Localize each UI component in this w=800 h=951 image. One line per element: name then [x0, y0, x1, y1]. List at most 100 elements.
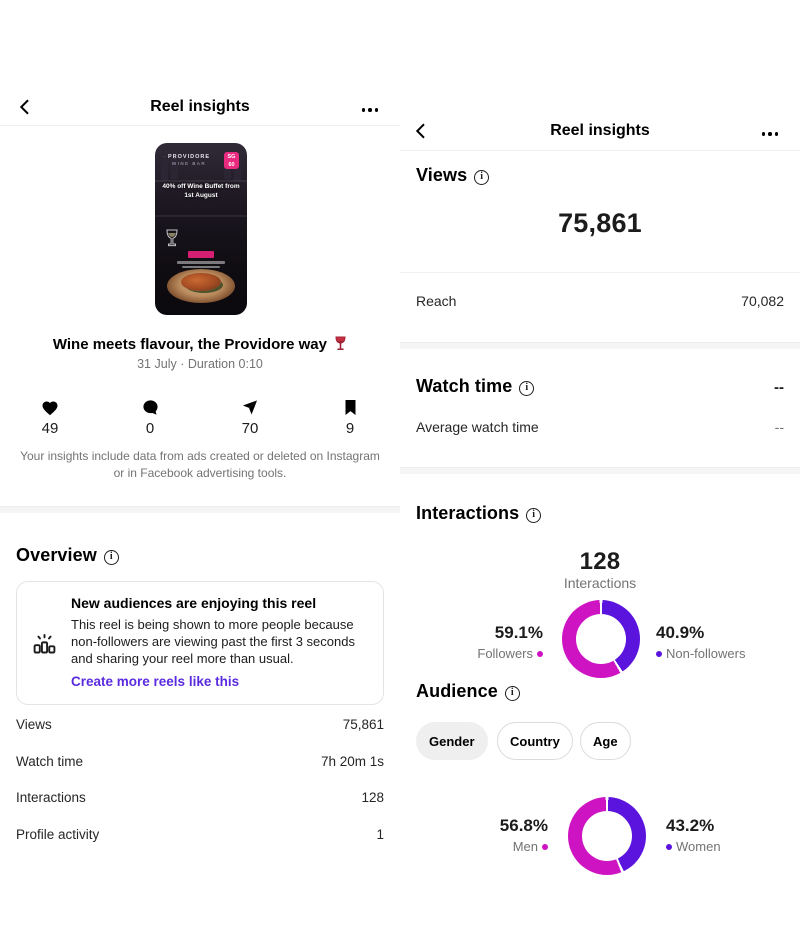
insight-card-title: New audiences are enjoying this reel	[71, 595, 317, 611]
back-button-left[interactable]	[12, 94, 38, 120]
bottle-decor	[224, 160, 231, 179]
non-followers-legend: 40.9% Non-followers	[656, 623, 745, 661]
gender-donut-chart	[568, 797, 646, 875]
shelf-decor	[155, 180, 247, 182]
average-watch-time-value: --	[774, 419, 784, 435]
women-legend: 43.2% Women	[666, 816, 721, 854]
overview-info-icon[interactable]	[103, 549, 119, 565]
create-more-reels-link[interactable]: Create more reels like this	[71, 674, 240, 690]
row-value: 7h 20m 1s	[320, 753, 384, 769]
share-icon	[242, 400, 258, 415]
page-title-right: Reel insights	[550, 122, 650, 139]
bookmark-icon	[345, 400, 355, 415]
cover-headline: 40% off Wine Buffet from 1st August	[162, 183, 240, 199]
tab-country[interactable]: Country	[497, 722, 573, 760]
overview-insight-card: New audiences are enjoying this reel Thi…	[16, 581, 384, 706]
row-label: Watch time	[16, 753, 84, 769]
overview-row-interactions: Interactions 128	[16, 788, 384, 806]
non-followers-label: Non-followers	[666, 646, 746, 661]
followers-label: Followers	[477, 646, 533, 661]
tab-age[interactable]: Age	[580, 722, 631, 760]
interactions-info-icon[interactable]	[526, 507, 542, 523]
likes-count: 49	[41, 420, 59, 437]
section-divider	[400, 342, 800, 349]
shares-stat: 70	[220, 399, 280, 437]
interactions-heading: Interactions	[416, 503, 542, 524]
back-button-right[interactable]	[408, 118, 434, 144]
views-divider	[400, 272, 800, 273]
women-percent: 43.2%	[666, 816, 715, 835]
comment-icon	[142, 400, 158, 415]
bottle-decor	[171, 159, 178, 179]
views-total: 75,861	[558, 208, 642, 238]
bottle-decor	[161, 157, 168, 181]
saves-stat: 9	[320, 399, 380, 437]
wine-glass-photo-icon	[166, 229, 178, 247]
non-followers-percent: 40.9%	[656, 623, 705, 642]
cover-fineprint-decor	[177, 261, 225, 264]
likes-stat: 49	[20, 399, 80, 437]
overview-row-profile-activity: Profile activity 1	[16, 825, 384, 843]
page-title-left: Reel insights	[150, 98, 250, 115]
women-label: Women	[676, 839, 721, 854]
audience-info-icon[interactable]	[504, 685, 520, 701]
food-decor	[181, 273, 221, 291]
row-value: 75,861	[342, 716, 384, 732]
cover-brand-text: PROVIDORE WINE BAR	[167, 154, 210, 166]
section-divider	[400, 467, 800, 474]
followers-percent: 59.1%	[494, 623, 543, 642]
row-value: 1	[376, 826, 384, 842]
header-divider-left	[0, 125, 400, 126]
row-label: Interactions	[16, 789, 86, 805]
row-label: Profile activity	[16, 826, 100, 842]
header-divider-right	[400, 150, 800, 151]
reel-meta: 31 July · Duration 0:10	[137, 357, 263, 371]
interactions-total-label: Interactions	[563, 575, 637, 591]
tab-gender[interactable]: Gender	[416, 722, 488, 760]
reach-value: 70,082	[741, 293, 784, 309]
more-options-button-left[interactable]	[355, 100, 385, 120]
row-value: 128	[361, 789, 384, 805]
interactions-donut-chart	[562, 600, 640, 678]
sg60-badge: SG 60	[224, 152, 239, 169]
row-label: Views	[16, 716, 52, 732]
reach-label: Reach	[416, 293, 457, 309]
section-divider	[0, 506, 400, 513]
men-label: Men	[512, 839, 538, 854]
watch-time-heading: Watch time	[416, 376, 535, 397]
audience-heading: Audience	[416, 681, 530, 702]
views-info-icon[interactable]	[474, 169, 490, 185]
comments-stat: 0	[120, 399, 180, 437]
views-heading: Views	[416, 165, 490, 186]
ads-disclaimer: Your insights include data from ads crea…	[20, 449, 380, 480]
bottle-decor	[234, 157, 241, 181]
reach-row: Reach 70,082	[416, 293, 784, 309]
watch-time-value: --	[774, 379, 784, 396]
men-legend: 56.8% Men	[500, 816, 548, 854]
heart-icon	[42, 401, 58, 416]
wine-glass-icon	[335, 336, 346, 350]
back-chevron-icon	[19, 99, 29, 115]
followers-dot	[537, 650, 543, 657]
women-dot	[666, 843, 672, 850]
comments-count: 0	[145, 420, 155, 437]
cover-fineprint-decor	[182, 265, 220, 268]
more-options-button-right[interactable]	[755, 124, 785, 144]
podium-celebrate-icon	[33, 633, 55, 654]
insight-card-body: This reel is being shown to more people …	[71, 617, 355, 667]
shares-count: 70	[241, 420, 259, 437]
reel-title: Wine meets flavour, the Providore way	[0, 336, 400, 353]
average-watch-time-row: Average watch time --	[416, 419, 784, 435]
average-watch-time-label: Average watch time	[416, 419, 539, 435]
overview-heading: Overview	[16, 545, 119, 566]
reel-thumbnail[interactable]: PROVIDORE WINE BAR SG 60 40% off Wine Bu…	[155, 143, 247, 315]
saves-count: 9	[345, 420, 355, 437]
watch-time-info-icon[interactable]	[519, 380, 535, 396]
back-chevron-icon	[415, 123, 425, 139]
interactions-total: 128	[579, 548, 621, 575]
overview-row-views: Views 75,861	[16, 715, 384, 733]
shelf-decor	[155, 215, 247, 217]
men-dot	[542, 843, 548, 850]
men-percent: 56.8%	[499, 816, 548, 835]
